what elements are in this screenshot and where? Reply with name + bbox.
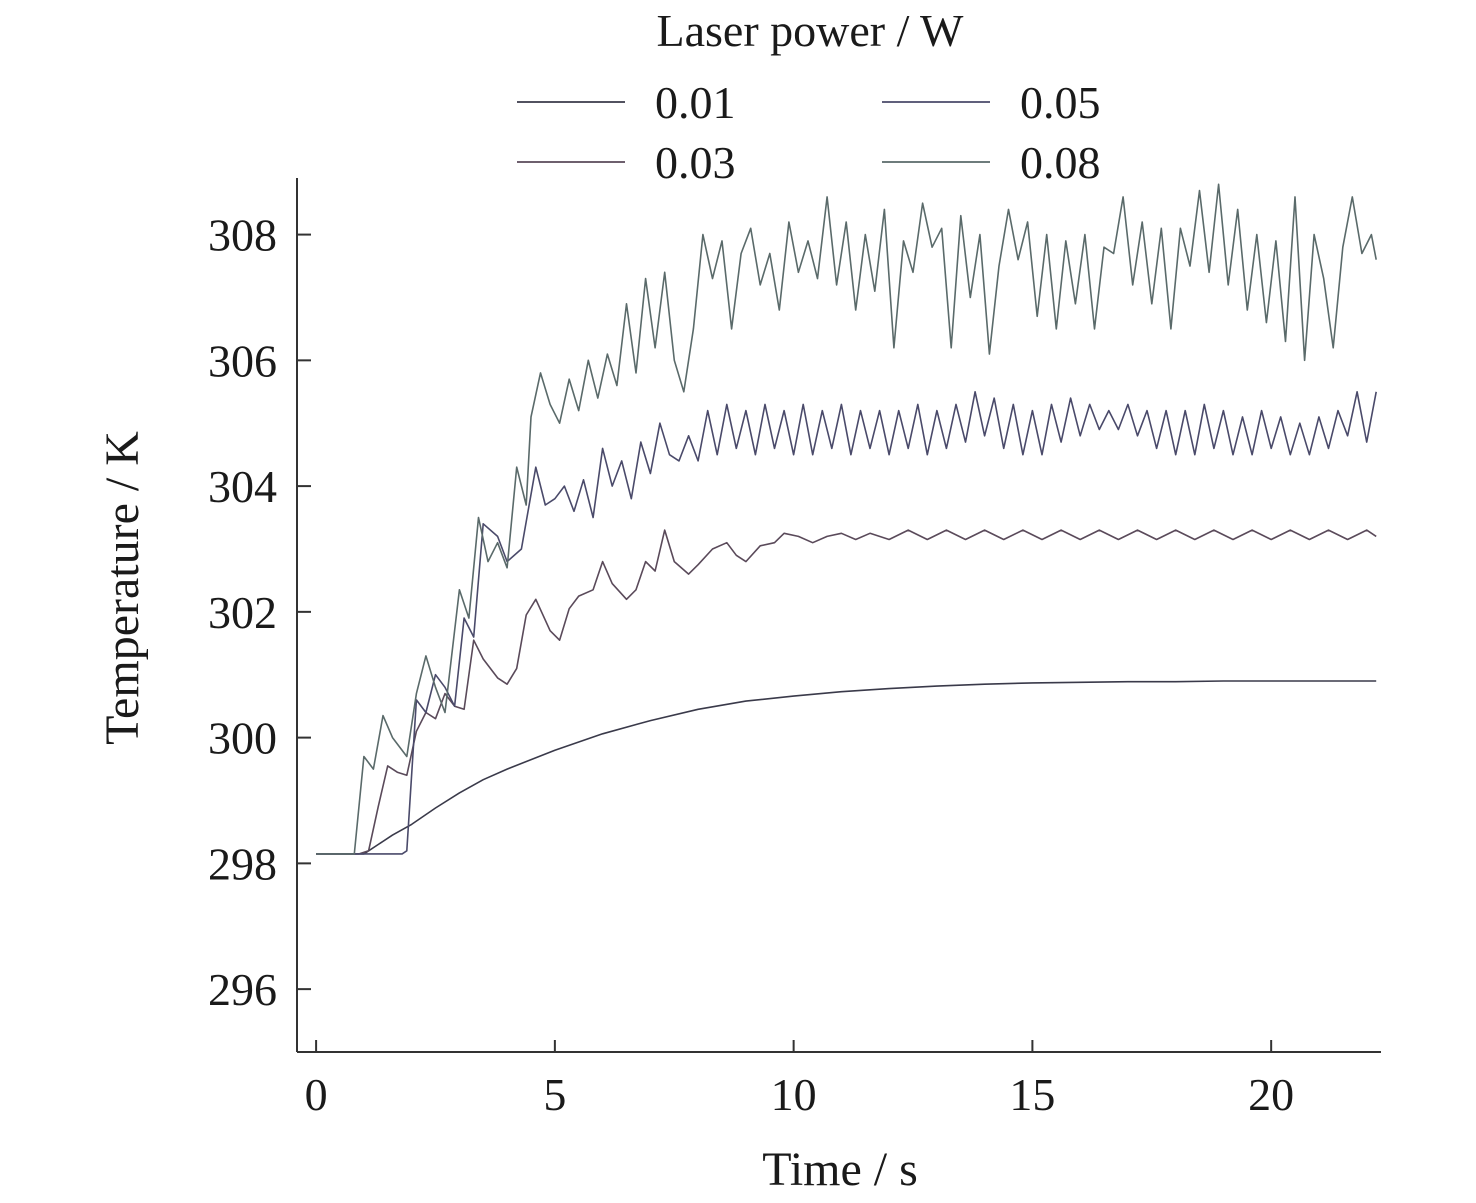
x-tick-label: 0 xyxy=(305,1069,328,1120)
x-axis-title: Time / s xyxy=(762,1143,918,1196)
series-line-0-08 xyxy=(316,183,1377,855)
series-group xyxy=(316,183,1377,855)
y-tick-label: 302 xyxy=(208,587,277,638)
series-line-0-05 xyxy=(316,391,1377,855)
series-line-0-01 xyxy=(316,680,1377,855)
x-tick-label: 20 xyxy=(1248,1069,1294,1120)
x-tick-label: 5 xyxy=(543,1069,566,1120)
axes: 296 298 300 302 304 306 308 0 5 10 15 20 xyxy=(208,178,1381,1120)
legend-label: 0.05 xyxy=(1020,77,1101,128)
y-tick-label: 296 xyxy=(208,964,277,1015)
y-tick-label: 300 xyxy=(208,713,277,764)
y-tick-label: 306 xyxy=(208,335,277,386)
legend-title: Laser power / W xyxy=(657,5,965,56)
x-tick-label: 15 xyxy=(1009,1069,1055,1120)
legend-label: 0.08 xyxy=(1020,137,1101,188)
legend-label: 0.03 xyxy=(655,137,736,188)
y-tick-label: 298 xyxy=(208,838,277,889)
x-tick-label: 10 xyxy=(771,1069,817,1120)
series-line-0-03 xyxy=(316,529,1377,855)
legend: Laser power / W 0.01 0.03 0.05 0.08 xyxy=(517,5,1101,188)
y-tick-label: 308 xyxy=(208,210,277,261)
legend-label: 0.01 xyxy=(655,77,736,128)
y-axis-title: Temperature / K xyxy=(96,431,149,745)
y-tick-label: 304 xyxy=(208,461,277,512)
